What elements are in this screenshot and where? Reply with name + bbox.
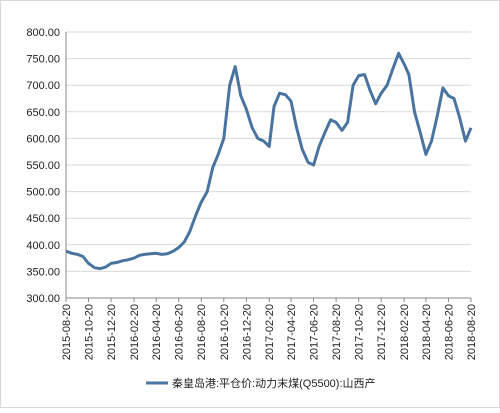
x-tick-label: 2015-12-20: [106, 304, 118, 360]
y-tick-label: 700.00: [26, 80, 60, 92]
x-tick-label: 2017-04-20: [286, 304, 298, 360]
x-tick-label: 2018-04-20: [421, 304, 433, 360]
y-tick-label: 650.00: [26, 107, 60, 119]
y-tick-label: 550.00: [26, 160, 60, 172]
x-tick-label: 2018-06-20: [443, 304, 455, 360]
x-tick-label: 2018-08-20: [466, 304, 478, 360]
x-tick-label: 2017-08-20: [331, 304, 343, 360]
y-tick-label: 400.00: [26, 240, 60, 252]
x-tick-label: 2015-08-20: [61, 304, 73, 360]
x-tick-label: 2017-12-20: [376, 304, 388, 360]
x-tick-label: 2017-10-20: [354, 304, 366, 360]
y-tick-label: 800.00: [26, 27, 60, 39]
y-tick-label: 600.00: [26, 133, 60, 145]
y-tick-label: 350.00: [26, 266, 60, 278]
y-tick-label: 450.00: [26, 213, 60, 225]
x-tick-label: 2016-02-20: [129, 304, 141, 360]
x-tick-label: 2018-02-20: [399, 304, 411, 360]
x-tick-label: 2016-06-20: [174, 304, 186, 360]
data-line: [65, 51, 473, 271]
x-tick-label: 2016-10-20: [219, 304, 231, 360]
x-tick-label: 2016-08-20: [196, 304, 208, 360]
y-tick-label: 750.00: [26, 54, 60, 66]
x-tick-label: 2016-12-20: [241, 304, 253, 360]
y-tick-label: 300.00: [26, 293, 60, 305]
x-tick-label: 2016-04-20: [151, 304, 163, 360]
y-tick-label: 500.00: [26, 187, 60, 199]
x-tick-label: 2015-10-20: [84, 304, 96, 360]
legend-label: 秦皇岛港:平仓价:动力末煤(Q5500):山西产: [172, 376, 376, 390]
x-tick-label: 2017-02-20: [264, 304, 276, 360]
x-tick-label: 2017-06-20: [309, 304, 321, 360]
